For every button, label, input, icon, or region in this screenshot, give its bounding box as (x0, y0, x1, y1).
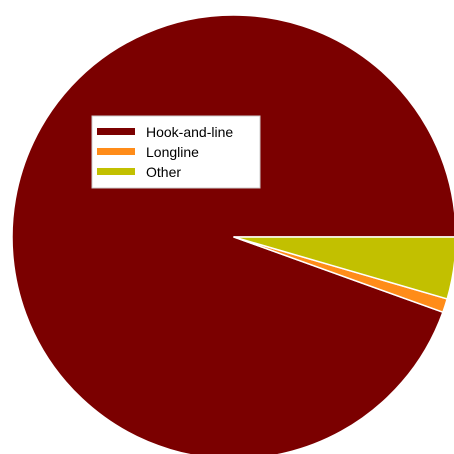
legend-label-hook-and-line: Hook-and-line (146, 124, 233, 140)
legend-label-longline: Longline (146, 144, 199, 160)
legend-swatch-hook-and-line (97, 128, 135, 135)
legend-entry-other: Other (97, 164, 181, 180)
legend-swatch-other (97, 168, 135, 175)
legend-swatch-longline (97, 148, 135, 155)
legend-entry-hook-and-line: Hook-and-line (97, 124, 233, 140)
legend: Hook-and-line Longline Other (91, 115, 261, 189)
legend-entry-longline: Longline (97, 144, 199, 160)
pie-slices (11, 14, 454, 454)
legend-label-other: Other (146, 164, 181, 180)
pie-slice-hook-and-line (11, 14, 454, 454)
